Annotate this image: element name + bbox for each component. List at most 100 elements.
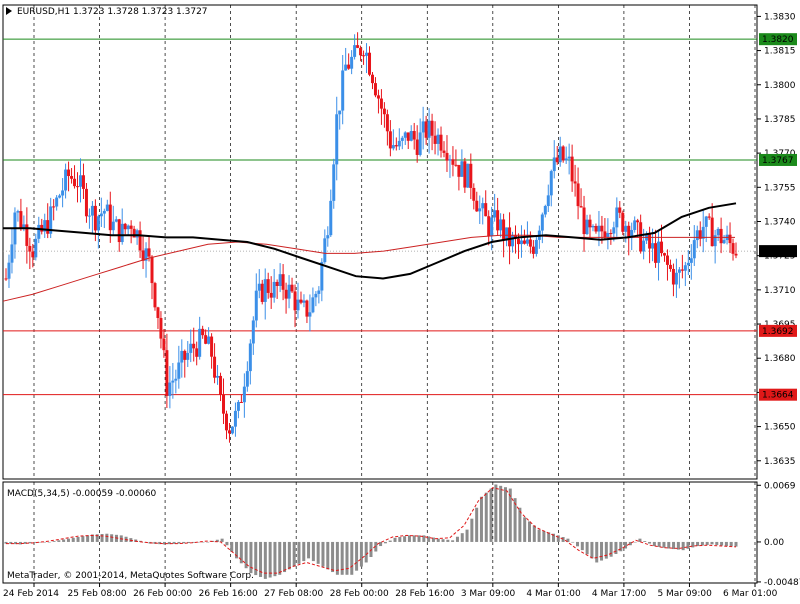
candle-bear[interactable] (201, 328, 205, 336)
candle-bull[interactable] (499, 219, 503, 231)
candle-bull[interactable] (391, 145, 395, 149)
candle-bear[interactable] (222, 394, 226, 414)
candle-bull[interactable] (245, 371, 249, 387)
candle-bull[interactable] (552, 157, 556, 172)
candle-bear[interactable] (412, 131, 416, 140)
candle-bull[interactable] (540, 214, 544, 231)
candle-bull[interactable] (505, 227, 509, 241)
candle-bear[interactable] (67, 169, 71, 177)
candle-bull[interactable] (49, 206, 53, 234)
candle-bear[interactable] (457, 165, 461, 177)
candle-bull[interactable] (585, 219, 589, 235)
candle-bear[interactable] (588, 219, 592, 228)
candle-bear[interactable] (573, 181, 577, 184)
candle-bear[interactable] (636, 220, 640, 223)
candle-bull[interactable] (686, 262, 690, 266)
candle-bull[interactable] (186, 352, 190, 360)
candle-bull[interactable] (692, 240, 696, 259)
candle-bull[interactable] (630, 229, 634, 239)
candle-bull[interactable] (567, 156, 571, 159)
candle-bear[interactable] (40, 224, 44, 232)
candle-bull[interactable] (353, 45, 357, 57)
candle-bull[interactable] (511, 235, 515, 247)
candle-bear[interactable] (373, 83, 377, 96)
candle-bull[interactable] (427, 120, 431, 138)
candle-bear[interactable] (213, 356, 217, 378)
candle-bear[interactable] (388, 131, 392, 149)
candle-bull[interactable] (144, 248, 148, 261)
candle-bull[interactable] (278, 274, 282, 287)
candle-bull[interactable] (126, 225, 130, 230)
candle-bull[interactable] (120, 223, 124, 243)
candle-bear[interactable] (728, 234, 732, 244)
candle-bear[interactable] (359, 47, 363, 56)
candle-bull[interactable] (591, 225, 595, 228)
candle-bear[interactable] (415, 139, 419, 155)
candle-bull[interactable] (174, 378, 178, 381)
candle-bear[interactable] (132, 228, 136, 238)
candle-bull[interactable] (448, 159, 452, 161)
candle-bull[interactable] (323, 238, 327, 263)
ma-slow-line[interactable] (3, 202, 737, 280)
candle-bear[interactable] (531, 246, 535, 254)
candle-bear[interactable] (671, 268, 675, 285)
candle-bull[interactable] (657, 241, 661, 263)
candle-bear[interactable] (487, 216, 491, 237)
candle-bull[interactable] (338, 110, 342, 115)
candle-bull[interactable] (302, 300, 306, 303)
candle-bear[interactable] (362, 55, 366, 57)
candle-bear[interactable] (463, 161, 467, 188)
candle-bull[interactable] (525, 239, 529, 244)
candle-bear[interactable] (52, 206, 56, 208)
candle-bear[interactable] (210, 336, 214, 357)
candle-bull[interactable] (612, 227, 616, 234)
candle-bear[interactable] (31, 251, 35, 258)
candle-bear[interactable] (582, 207, 586, 235)
candle-bear[interactable] (227, 430, 231, 434)
candle-bear[interactable] (159, 318, 163, 339)
candle-bear[interactable] (442, 150, 446, 153)
candle-bear[interactable] (719, 228, 723, 244)
candle-bull[interactable] (549, 171, 553, 196)
candle-bear[interactable] (576, 183, 580, 207)
candle-bear[interactable] (219, 375, 223, 395)
candle-bear[interactable] (668, 264, 672, 269)
candle-bear[interactable] (394, 145, 398, 147)
candle-bull[interactable] (716, 228, 720, 236)
candle-bull[interactable] (436, 134, 440, 144)
candle-bull[interactable] (722, 240, 726, 244)
candle-bull[interactable] (493, 210, 497, 218)
candle-bear[interactable] (561, 146, 565, 161)
candle-bear[interactable] (382, 108, 386, 115)
candle-bear[interactable] (266, 279, 270, 293)
candle-bear[interactable] (76, 186, 80, 188)
candle-bear[interactable] (609, 233, 613, 235)
candle-bull[interactable] (236, 401, 240, 411)
candle-bear[interactable] (660, 241, 664, 254)
candle-bull[interactable] (34, 238, 38, 258)
candle-bear[interactable] (570, 156, 574, 182)
candle-bull[interactable] (642, 240, 646, 252)
candle-bear[interactable] (603, 231, 607, 238)
candle-bear[interactable] (379, 98, 383, 109)
candle-bear[interactable] (19, 211, 23, 228)
candle-bear[interactable] (522, 240, 526, 244)
candle-bear[interactable] (293, 291, 297, 311)
candle-bear[interactable] (260, 283, 264, 302)
candle-bull[interactable] (177, 362, 181, 379)
candle-bull[interactable] (409, 131, 413, 141)
candle-bear[interactable] (430, 120, 434, 136)
candle-bear[interactable] (502, 219, 506, 241)
candle-bull[interactable] (421, 121, 425, 133)
candle-bull[interactable] (418, 132, 422, 155)
candle-bull[interactable] (114, 219, 118, 222)
candle-bull[interactable] (326, 235, 330, 239)
candle-bull[interactable] (320, 262, 324, 291)
candle-bear[interactable] (192, 343, 196, 349)
candle-bear[interactable] (472, 187, 476, 201)
candle-bull[interactable] (272, 281, 276, 298)
candle-bear[interactable] (406, 132, 410, 141)
candle-bull[interactable] (87, 215, 91, 217)
candle-bear[interactable] (129, 225, 133, 229)
candle-bear[interactable] (290, 284, 294, 292)
